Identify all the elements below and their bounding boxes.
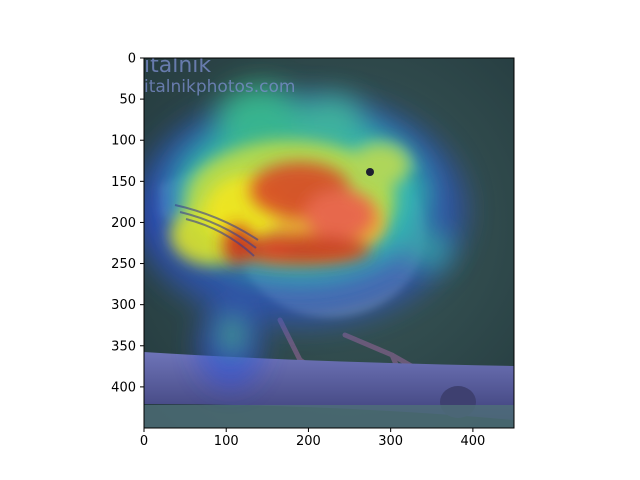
y-tick-label: 350 [111, 339, 136, 354]
x-tick-label: 100 [214, 434, 239, 449]
y-tick-label: 100 [111, 134, 136, 149]
x-tick-label: 200 [296, 434, 321, 449]
image-area: italnik italnikphotos.com [144, 53, 514, 428]
y-tick-label: 0 [128, 52, 136, 67]
attention-heatmap [144, 85, 465, 385]
y-tick-label: 200 [111, 216, 136, 231]
y-tick-label: 150 [111, 175, 136, 190]
x-tick-label: 0 [140, 434, 148, 449]
x-tick-label: 400 [460, 434, 485, 449]
watermark-line1: italnik [144, 53, 211, 78]
plot-frame [143, 57, 515, 429]
y-tick-label: 400 [111, 380, 136, 395]
y-tick-label: 300 [111, 298, 136, 313]
watermark-line2: italnikphotos.com [144, 77, 295, 97]
x-tick-label: 300 [378, 434, 403, 449]
y-tick-label: 50 [119, 93, 136, 108]
x-axis: 0 100 200 300 400 [140, 428, 485, 449]
y-tick-label: 250 [111, 257, 136, 272]
watermark: italnik italnikphotos.com [144, 53, 295, 97]
y-axis: 0 50 100 150 200 250 300 350 400 [111, 52, 144, 395]
bird-eye [366, 168, 374, 176]
